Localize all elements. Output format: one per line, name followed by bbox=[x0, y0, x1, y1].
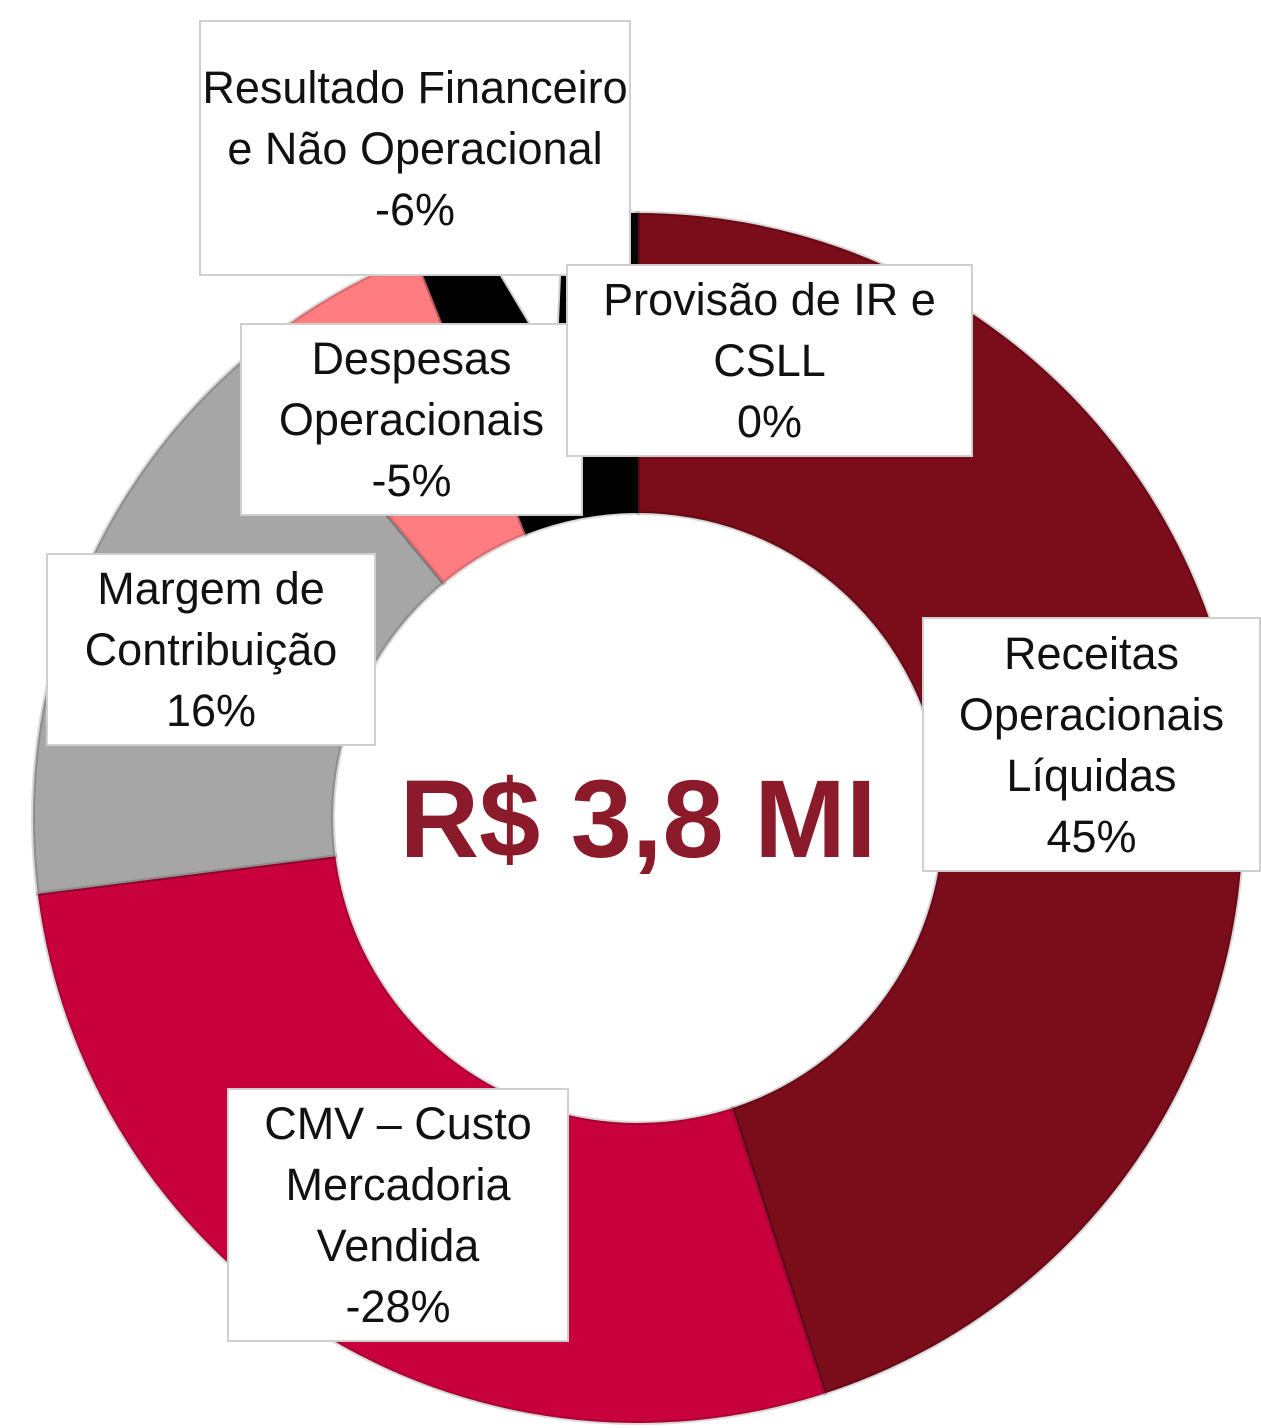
data-label: Resultado Financeiro e Não Operacional -6… bbox=[199, 20, 631, 276]
category-label: Provisão de IR e CSLL bbox=[603, 274, 936, 386]
category-label: CMV – Custo Mercadoria Vendida bbox=[264, 1098, 532, 1271]
value-label: 0% bbox=[736, 396, 803, 447]
data-label: Receitas Operacionais Líquidas 45% bbox=[922, 617, 1261, 872]
category-label: Despesas Operacionais bbox=[278, 333, 545, 445]
donut-slice bbox=[636, 210, 1245, 1396]
data-label: Margem de Contribuição 16% bbox=[46, 553, 376, 746]
value-label: -28% bbox=[345, 1281, 451, 1332]
category-label: Margem de Contribuição bbox=[84, 563, 338, 675]
value-label: 45% bbox=[1046, 810, 1137, 862]
category-label: Resultado Financeiro e Não Operacional bbox=[202, 61, 628, 174]
data-label: Despesas Operacionais -5% bbox=[240, 323, 583, 516]
data-label: Provisão de IR e CSLL 0% bbox=[566, 264, 973, 457]
value-label: -6% bbox=[374, 183, 456, 235]
center-text: R$ 3,8 MI bbox=[399, 758, 877, 881]
category-label: Receitas Operacionais Líquidas bbox=[958, 627, 1225, 801]
value-label: 16% bbox=[165, 685, 257, 736]
value-label: -5% bbox=[371, 455, 452, 506]
data-label: CMV – Custo Mercadoria Vendida -28% bbox=[227, 1088, 569, 1342]
